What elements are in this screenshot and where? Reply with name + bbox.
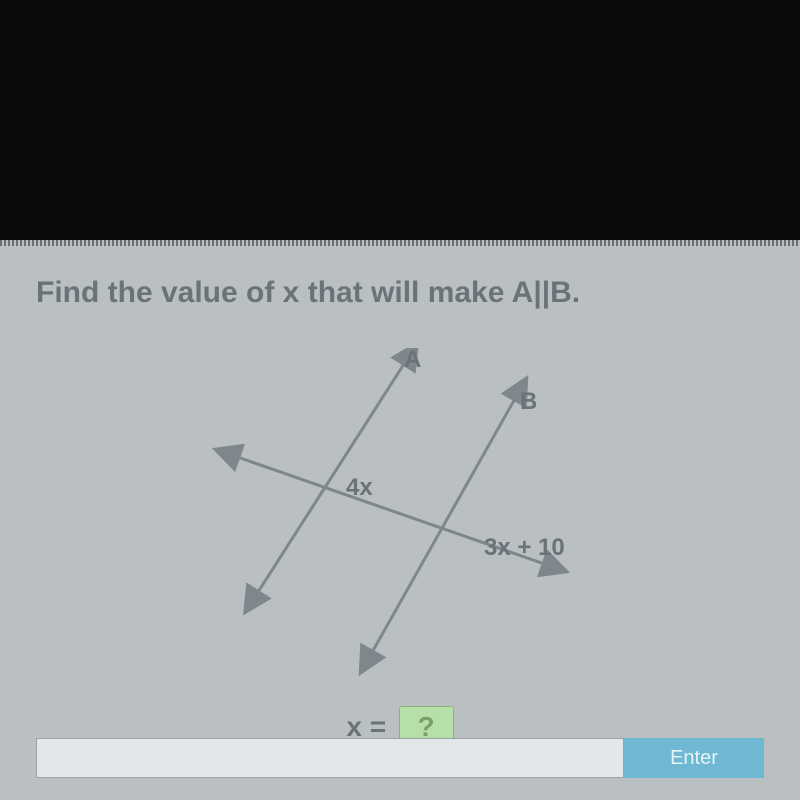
label-b: B: [520, 388, 537, 416]
enter-button[interactable]: Enter: [624, 738, 764, 778]
label-angle-1: 4x: [346, 474, 373, 502]
worksheet-panel: Find the value of x that will make A||B.…: [0, 240, 800, 800]
diagram-svg: [186, 348, 606, 688]
answer-input[interactable]: [36, 738, 624, 778]
label-angle-2: 3x + 10: [484, 534, 565, 562]
content-area: Find the value of x that will make A||B.…: [36, 276, 764, 310]
line-a: [251, 353, 411, 603]
label-a: A: [404, 346, 421, 374]
question-prompt: Find the value of x that will make A||B.: [36, 276, 764, 310]
line-b: [366, 388, 521, 663]
top-black-bar: [0, 0, 800, 240]
top-border-dots: [0, 240, 800, 246]
geometry-diagram: A B 4x 3x + 10: [186, 348, 606, 688]
input-bar: Enter: [36, 738, 764, 778]
